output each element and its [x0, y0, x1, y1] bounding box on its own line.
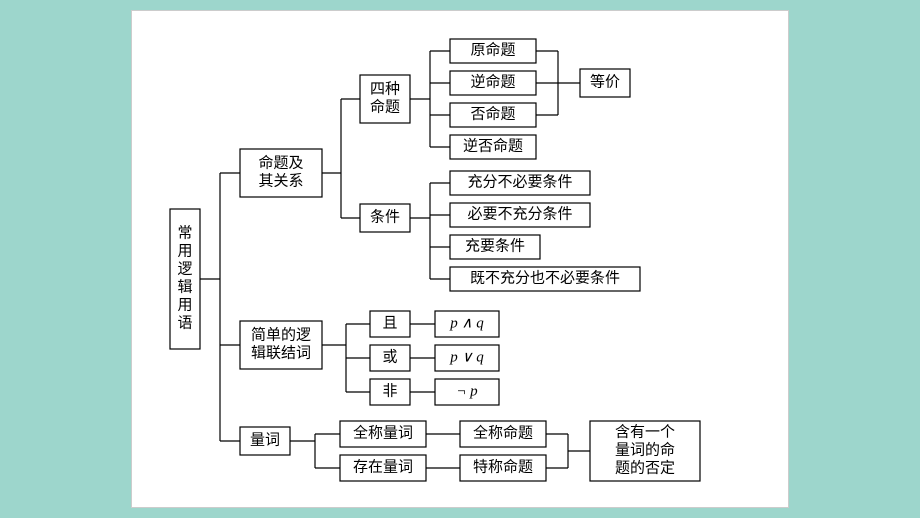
svg-text:命题: 命题 [370, 97, 400, 115]
svg-text:含有一个: 含有一个 [615, 423, 675, 440]
svg-text:常: 常 [177, 224, 192, 241]
svg-text:等价: 等价 [590, 72, 620, 90]
svg-text:量词: 量词 [250, 431, 280, 448]
svg-text:¬ p: ¬ p [456, 383, 478, 399]
diagram-card: 常用逻辑用语命题及其关系简单的逻辑联结词量词四种命题条件原命题逆命题否命题逆否命… [131, 10, 789, 508]
svg-text:命题及: 命题及 [258, 153, 303, 171]
svg-text:条件: 条件 [370, 208, 400, 225]
svg-text:量词的命: 量词的命 [615, 440, 675, 458]
svg-text:必要不充分条件: 必要不充分条件 [467, 205, 572, 222]
svg-text:特称命题: 特称命题 [473, 457, 533, 475]
svg-text:非: 非 [382, 382, 397, 399]
svg-text:逆命题: 逆命题 [470, 72, 515, 90]
svg-text:其关系: 其关系 [258, 172, 303, 189]
svg-text:存在量词: 存在量词 [353, 458, 413, 475]
svg-text:用: 用 [177, 297, 192, 313]
svg-text:原命题: 原命题 [470, 40, 515, 58]
svg-text:p ∨ q: p ∨ q [449, 349, 484, 365]
logic-diagram: 常用逻辑用语命题及其关系简单的逻辑联结词量词四种命题条件原命题逆命题否命题逆否命… [160, 29, 760, 489]
svg-text:简单的逻: 简单的逻 [251, 326, 311, 343]
svg-text:否命题: 否命题 [470, 104, 515, 122]
svg-text:或: 或 [382, 348, 397, 365]
svg-text:逆否命题: 逆否命题 [463, 136, 523, 154]
svg-text:p ∧ q: p ∧ q [449, 315, 484, 331]
svg-text:辑: 辑 [177, 278, 192, 295]
svg-text:全称量词: 全称量词 [353, 423, 413, 441]
svg-text:全称命题: 全称命题 [473, 423, 533, 441]
svg-text:逻: 逻 [177, 260, 192, 277]
svg-text:充要条件: 充要条件 [465, 237, 525, 254]
svg-text:四种: 四种 [370, 80, 400, 97]
svg-text:辑联结词: 辑联结词 [251, 344, 311, 361]
svg-text:题的否定: 题的否定 [615, 459, 675, 476]
svg-text:语: 语 [177, 314, 192, 331]
svg-text:用: 用 [177, 243, 192, 259]
svg-text:既不充分也不必要条件: 既不充分也不必要条件 [470, 269, 620, 286]
svg-text:充分不必要条件: 充分不必要条件 [467, 173, 572, 190]
svg-text:且: 且 [382, 315, 397, 331]
